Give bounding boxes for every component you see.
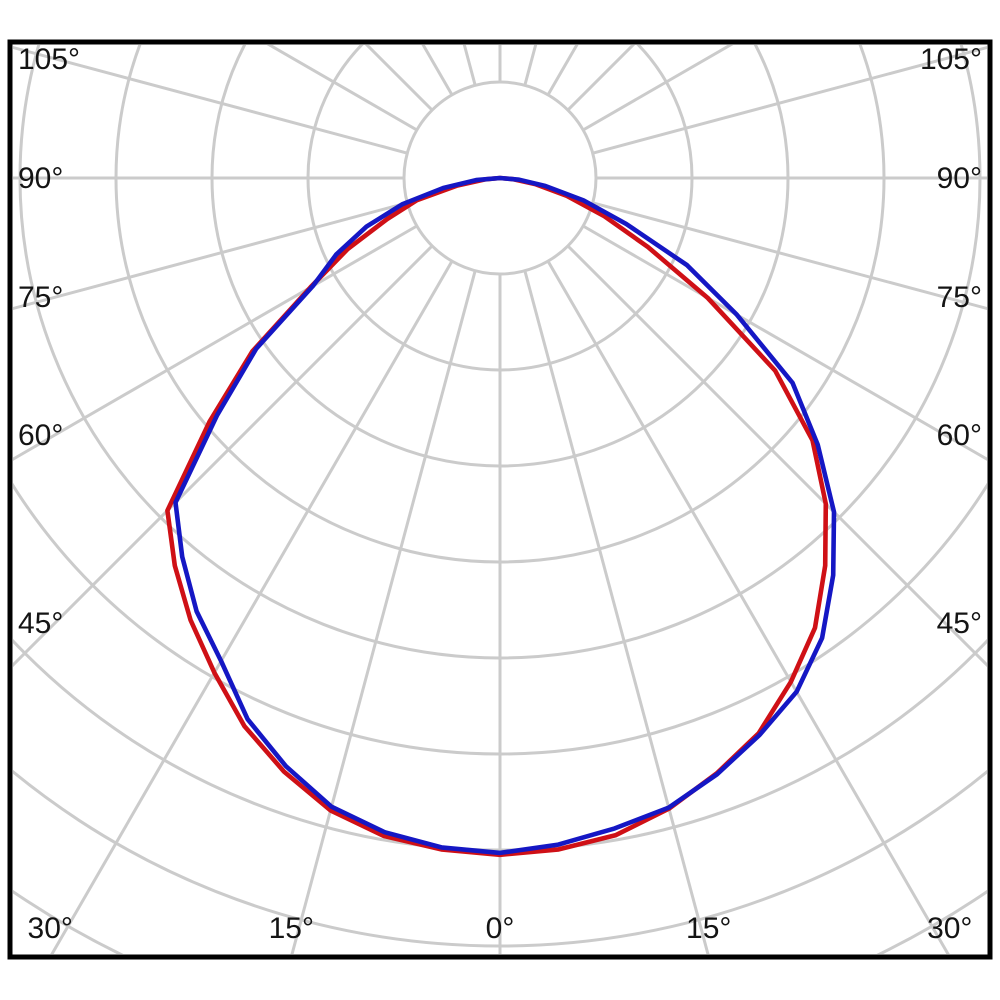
angle-label-bottom-0: 0° [486, 912, 515, 945]
angle-label-left-90: 90° [18, 162, 63, 195]
grid-spoke-300 [13, 224, 418, 461]
angle-label-bottom-right-15: 15° [686, 912, 731, 945]
angle-label-right-45: 45° [937, 607, 982, 640]
angle-label-right-105: 105° [920, 43, 982, 76]
angle-label-bottom-left-15: 15° [269, 912, 314, 945]
angle-label-left-105: 105° [18, 43, 80, 76]
grid-spoke-255 [13, 45, 408, 155]
angle-label-left-45: 45° [18, 607, 63, 640]
angle-label-right-90: 90° [937, 162, 982, 195]
angle-label-right-75: 75° [937, 281, 982, 314]
grid-spoke-285 [13, 201, 408, 311]
grid-spoke-105 [592, 45, 987, 155]
grid-spoke-210 [421, 45, 454, 96]
intensity-curves [165, 175, 837, 858]
angle-label-bottom-right-30: 30° [927, 912, 972, 945]
grid-spoke-330 [50, 260, 454, 954]
blue-curve [173, 175, 837, 856]
grid-spoke-15 [523, 270, 710, 954]
grid-spoke-315 [13, 244, 434, 668]
diagram-border [7, 39, 993, 960]
angle-label-left-60: 60° [18, 419, 63, 452]
grid-spoke-45 [566, 244, 987, 668]
grid-spoke-345 [290, 270, 477, 954]
grid-spoke-30 [546, 260, 950, 954]
angle-label-right-60: 60° [937, 419, 982, 452]
angle-labels: 105° 90° 75° 60° 45° 105° 90° 75° 60° 45° 30° 15° 0°… [18, 43, 982, 945]
grid-spoke-120 [582, 45, 734, 132]
angle-label-bottom-left-30: 30° [28, 912, 73, 945]
grid-spoke-240 [266, 45, 418, 132]
grid-spoke-75 [592, 201, 987, 311]
grid-spoke-150 [546, 45, 579, 96]
angle-label-left-75: 75° [18, 281, 63, 314]
